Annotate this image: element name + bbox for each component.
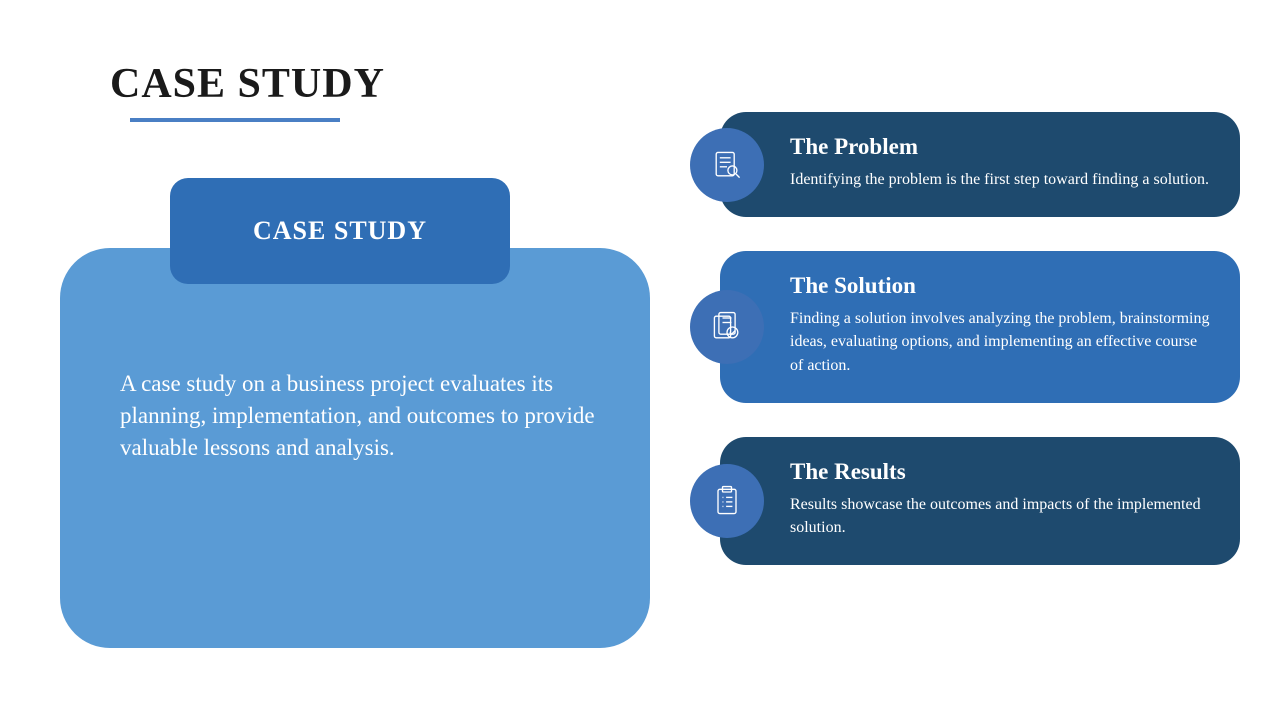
item-card-solution: The Solution Finding a solution involves…: [720, 251, 1240, 403]
item-solution: The Solution Finding a solution involves…: [690, 251, 1250, 403]
document-search-icon: [690, 128, 764, 202]
main-card-header: CASE STUDY: [170, 178, 510, 284]
item-desc: Finding a solution involves analyzing th…: [790, 307, 1210, 377]
item-card-problem: The Problem Identifying the problem is t…: [720, 112, 1240, 217]
main-card: CASE STUDY A case study on a business pr…: [60, 248, 650, 648]
item-title: The Results: [790, 459, 1210, 485]
clipboard-list-icon: [690, 464, 764, 538]
main-card-body: A case study on a business project evalu…: [120, 368, 600, 465]
item-results: The Results Results showcase the outcome…: [690, 437, 1250, 565]
items-column: The Problem Identifying the problem is t…: [690, 112, 1250, 599]
title-underline: [130, 118, 340, 122]
item-title: The Problem: [790, 134, 1210, 160]
item-desc: Identifying the problem is the first ste…: [790, 168, 1210, 191]
item-card-results: The Results Results showcase the outcome…: [720, 437, 1240, 565]
item-title: The Solution: [790, 273, 1210, 299]
page-title: CASE STUDY: [110, 60, 385, 108]
main-card-header-text: CASE STUDY: [253, 216, 427, 246]
item-desc: Results showcase the outcomes and impact…: [790, 493, 1210, 539]
document-check-icon: [690, 290, 764, 364]
item-problem: The Problem Identifying the problem is t…: [690, 112, 1250, 217]
